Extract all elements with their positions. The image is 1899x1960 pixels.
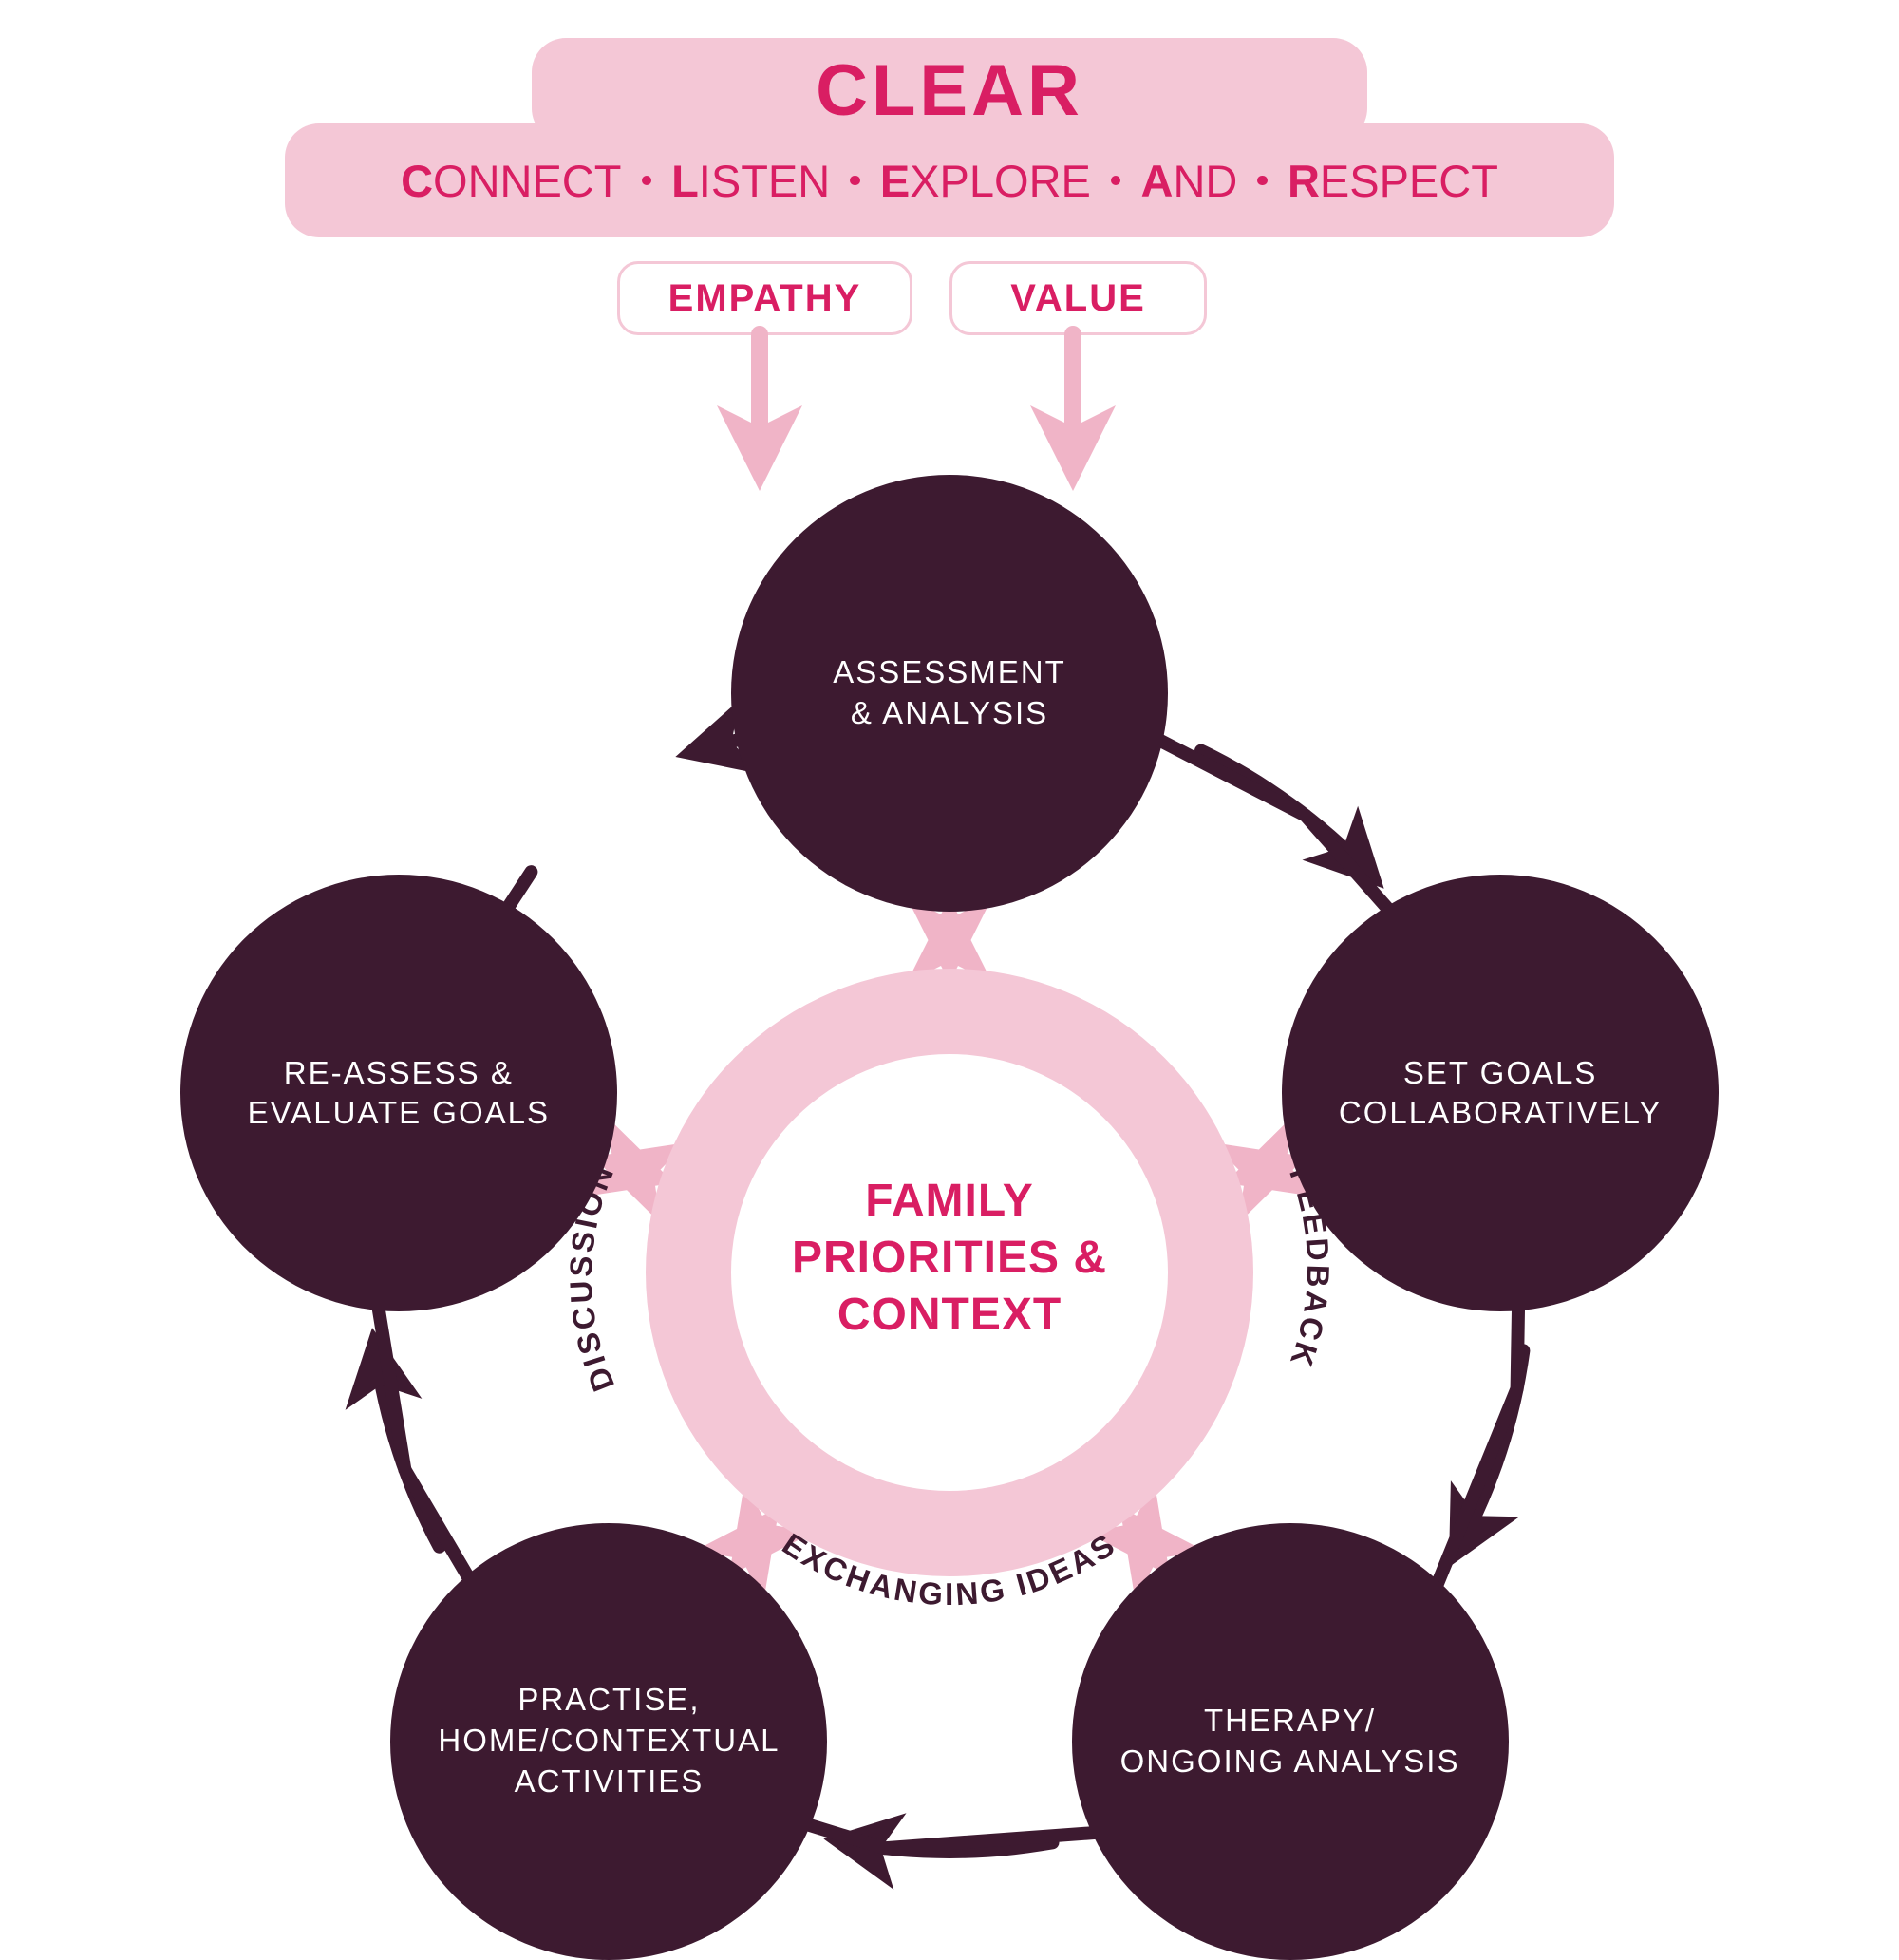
diagram-stage: CLEAR CONNECTLISTENEXPLOREANDRESPECT EMP…	[0, 0, 1899, 1899]
node-practise: PRACTISE,HOME/CONTEXTUALACTIVITIES	[390, 1523, 827, 1960]
pill-value: VALUE	[950, 261, 1207, 335]
pill-empathy: EMPATHY	[617, 261, 912, 335]
header-bar-text: CONNECTLISTENEXPLOREANDRESPECT	[401, 155, 1498, 207]
node-setgoals: SET GOALSCOLLABORATIVELY	[1282, 875, 1719, 1311]
pill-value-label: VALUE	[1010, 277, 1146, 320]
pill-empathy-label: EMPATHY	[668, 277, 862, 320]
node-assess: ASSESSMENT& ANALYSIS	[731, 475, 1168, 912]
header-bar: CONNECTLISTENEXPLOREANDRESPECT	[285, 123, 1614, 237]
node-therapy: THERAPY/ONGOING ANALYSIS	[1072, 1523, 1509, 1960]
node-reassess: RE-ASSESS &EVALUATE GOALS	[180, 875, 617, 1311]
center-label: FAMILYPRIORITIES &CONTEXT	[731, 1173, 1168, 1344]
header-title: CLEAR	[816, 49, 1083, 132]
